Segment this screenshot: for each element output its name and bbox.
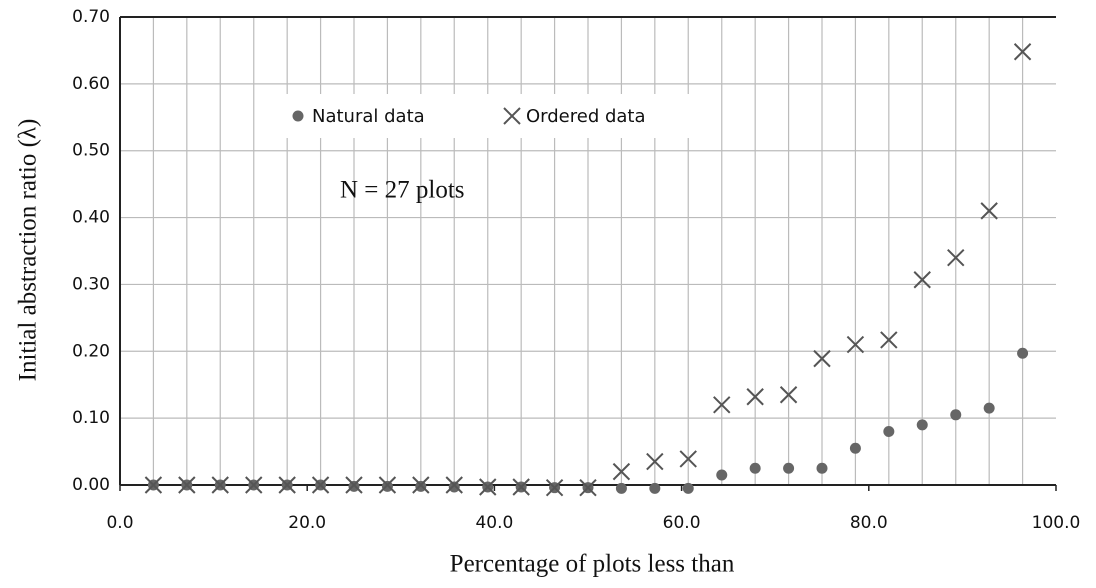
point xyxy=(783,462,795,474)
point xyxy=(245,476,263,494)
x-tick-label: 60.0 xyxy=(663,513,701,533)
point xyxy=(178,476,196,494)
legend-box xyxy=(275,94,695,138)
x-tick-label: 80.0 xyxy=(850,513,888,533)
point xyxy=(679,450,697,468)
point xyxy=(615,482,627,494)
point xyxy=(646,452,664,471)
point xyxy=(749,462,761,474)
point xyxy=(716,469,728,481)
point xyxy=(278,476,296,494)
point xyxy=(649,482,661,494)
point xyxy=(479,478,497,496)
point xyxy=(345,476,363,494)
y-tick-label: 0.40 xyxy=(72,208,110,228)
point xyxy=(412,476,430,494)
point xyxy=(445,476,463,494)
point xyxy=(682,482,694,494)
point xyxy=(579,478,597,497)
y-tick-label: 0.60 xyxy=(72,74,110,94)
point xyxy=(378,476,397,494)
point xyxy=(913,271,931,289)
legend-label: Natural data xyxy=(312,106,425,127)
point xyxy=(980,202,998,220)
legend-marker xyxy=(503,107,521,125)
point xyxy=(211,476,229,494)
x-tick-label: 40.0 xyxy=(475,513,513,533)
point xyxy=(849,442,861,454)
point xyxy=(311,476,330,494)
annotation: N = 27 plots xyxy=(340,177,465,204)
point xyxy=(883,426,895,438)
legend-label: Ordered data xyxy=(526,106,646,127)
y-tick-label: 0.10 xyxy=(72,408,110,428)
x-tick-label: 0.0 xyxy=(106,513,133,533)
point xyxy=(950,409,962,421)
point xyxy=(947,248,965,267)
y-tick-label: 0.20 xyxy=(72,341,110,361)
point xyxy=(816,462,828,474)
x-tick-label: 20.0 xyxy=(288,513,326,533)
y-axis-label: Initial abstraction ratio (λ) xyxy=(15,119,42,382)
x-axis-label: Percentage of plots less than xyxy=(450,551,735,578)
point xyxy=(713,396,731,414)
x-tick-label: 100.0 xyxy=(1032,513,1081,533)
point xyxy=(746,388,764,406)
point xyxy=(1013,43,1032,61)
point xyxy=(779,386,798,404)
point xyxy=(846,335,865,354)
y-tick-label: 0.70 xyxy=(72,7,110,27)
point xyxy=(813,349,831,368)
point xyxy=(916,419,928,431)
point xyxy=(512,478,530,496)
point xyxy=(880,331,898,349)
y-tick-label: 0.50 xyxy=(72,141,110,161)
point xyxy=(545,478,564,497)
y-tick-label: 0.30 xyxy=(72,274,110,294)
legend-marker xyxy=(292,110,304,122)
point xyxy=(983,402,995,414)
point xyxy=(612,462,631,481)
point xyxy=(144,476,163,494)
point xyxy=(448,481,460,493)
point xyxy=(1017,347,1029,359)
y-tick-label: 0.00 xyxy=(72,475,110,495)
